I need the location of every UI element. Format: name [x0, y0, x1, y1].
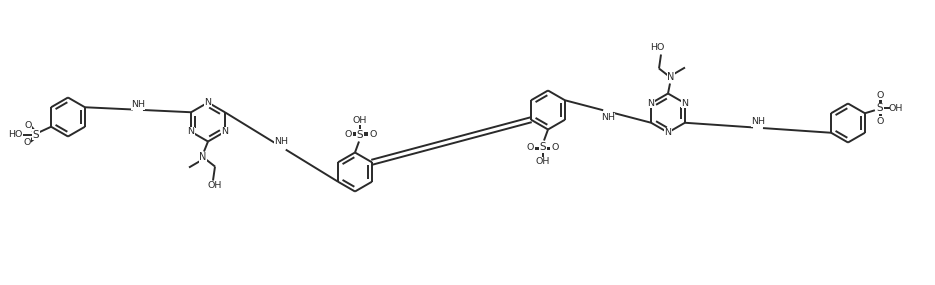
Text: NH: NH: [275, 137, 289, 146]
Text: OH: OH: [888, 104, 903, 113]
Text: N: N: [682, 99, 688, 108]
Text: NH: NH: [131, 100, 145, 109]
Text: NH: NH: [601, 113, 615, 122]
Text: O: O: [369, 130, 377, 139]
Text: HO: HO: [650, 43, 664, 52]
Text: O: O: [876, 117, 884, 126]
Text: HO: HO: [7, 130, 22, 139]
Text: S: S: [356, 129, 364, 139]
Text: O: O: [876, 91, 884, 100]
Text: NH: NH: [751, 117, 765, 126]
Text: S: S: [33, 130, 39, 140]
Text: O: O: [552, 143, 559, 152]
Text: S: S: [539, 142, 546, 152]
Text: N: N: [665, 128, 671, 137]
Text: O: O: [24, 121, 32, 130]
Text: O: O: [344, 130, 352, 139]
Text: N: N: [668, 72, 675, 82]
Text: N: N: [199, 152, 207, 162]
Text: N: N: [205, 98, 211, 107]
Text: OH: OH: [208, 181, 223, 190]
Text: N: N: [648, 99, 654, 108]
Text: N: N: [222, 127, 228, 136]
Text: OH: OH: [536, 157, 550, 166]
Text: OH: OH: [352, 116, 367, 125]
Text: O: O: [23, 138, 31, 147]
Text: S: S: [877, 103, 884, 113]
Text: O: O: [526, 143, 534, 152]
Text: N: N: [188, 127, 194, 136]
